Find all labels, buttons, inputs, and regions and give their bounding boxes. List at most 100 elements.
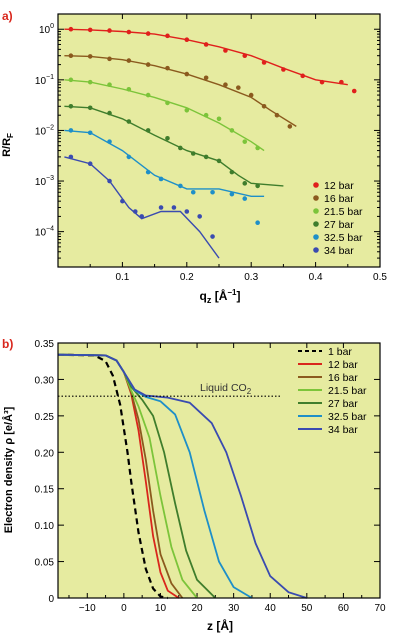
data-point-32-5-bar <box>145 169 151 175</box>
x-tick-label-b: 0 <box>121 603 127 614</box>
data-point-16-bar <box>203 75 209 81</box>
data-point-32-5-bar <box>68 128 74 133</box>
density-curve-34-bar <box>57 353 308 599</box>
data-point-32-5-bar <box>229 191 235 197</box>
data-point-21-5-bar <box>165 100 170 106</box>
y-axis-label-a: R/RF <box>1 133 15 157</box>
fit-line-34-bar <box>64 156 220 259</box>
plot-frame-b <box>57 342 381 599</box>
data-point-16-bar <box>248 92 254 98</box>
series-group-a <box>64 26 357 259</box>
data-point-12-bar <box>184 37 190 43</box>
legend-label-16-bar: 16 bar <box>328 372 358 384</box>
data-point-34-bar <box>184 209 190 214</box>
data-point-16-bar <box>107 56 112 62</box>
data-point-34-bar <box>171 205 177 210</box>
plot-area-b <box>58 343 380 598</box>
data-point-12-bar <box>339 79 344 85</box>
data-point-34-bar <box>210 234 215 239</box>
y-tick-label-b: 0.25 <box>35 412 55 423</box>
data-point-16-bar <box>126 58 132 63</box>
legend-label-12-bar: 12 bar <box>324 180 354 192</box>
fit-line-12-bar <box>64 28 348 86</box>
x-tick-label-a: 0.2 <box>180 272 194 283</box>
annotation-liquid-co2: Liquid CO2 <box>58 382 280 397</box>
data-point-12-bar <box>281 67 286 72</box>
legend-label-34-bar: 34 bar <box>328 424 358 436</box>
data-point-32-5-bar <box>178 183 183 189</box>
y-axis-label-b: Electron density ρ [e/Å³] <box>2 406 15 533</box>
data-point-16-bar <box>287 124 293 129</box>
y-tick-label-b: 0.10 <box>35 521 55 532</box>
data-point-32-5-bar <box>158 176 164 182</box>
data-point-16-bar <box>274 112 280 118</box>
y-tick-label-a: 100 <box>39 23 54 36</box>
data-point-34-bar <box>87 161 93 167</box>
y-tick-label-b: 0.35 <box>35 339 55 350</box>
legend-label-34-bar: 34 bar <box>324 245 354 257</box>
data-point-21-5-bar <box>184 107 190 113</box>
data-point-27-bar <box>190 151 196 156</box>
data-point-12-bar <box>223 48 228 53</box>
data-point-21-5-bar <box>87 79 93 85</box>
plot-area-a <box>58 14 380 267</box>
legend-label-1-bar: 1 bar <box>328 346 352 358</box>
data-point-32-5-bar <box>242 196 248 201</box>
axes-b: −10 0 10 20 30 40 50 60 70 0 0.05 0.10 0.15 0.20 0.25 0… <box>35 339 386 614</box>
legend-label-21-5-bar: 21.5 bar <box>328 385 367 397</box>
legend-label-21-5-bar: 21.5 bar <box>324 206 363 218</box>
legend-marker-34-bar <box>313 247 319 253</box>
data-point-12-bar <box>87 27 93 33</box>
data-point-32-5-bar <box>255 220 260 226</box>
y-tick-label-b: 0.15 <box>35 485 55 496</box>
legend-label-27-bar: 27 bar <box>324 219 354 231</box>
legend-marker-16-bar <box>313 195 319 201</box>
data-point-32-5-bar <box>87 130 93 136</box>
x-tick-label-a: 0.1 <box>115 272 129 283</box>
panel-label-b: b) <box>2 337 13 351</box>
data-point-12-bar <box>165 33 170 39</box>
x-tick-label-b: 60 <box>338 603 350 614</box>
x-tick-label-b: 30 <box>228 603 240 614</box>
data-point-34-bar <box>197 214 202 219</box>
data-point-34-bar <box>158 205 164 210</box>
data-point-16-bar <box>223 82 228 88</box>
legend-label-16-bar: 16 bar <box>324 193 354 205</box>
data-point-27-bar <box>203 154 209 160</box>
data-point-21-5-bar <box>145 92 151 98</box>
data-point-34-bar <box>132 209 138 214</box>
data-point-34-bar <box>107 178 112 184</box>
y-tick-label-a: 10−2 <box>35 124 54 137</box>
data-point-16-bar <box>184 71 190 77</box>
data-point-12-bar <box>242 53 248 58</box>
data-point-12-bar <box>145 31 151 36</box>
data-point-27-bar <box>87 105 93 111</box>
data-point-12-bar <box>300 73 306 79</box>
data-point-27-bar <box>178 145 183 151</box>
y-tick-label-b: 0.20 <box>35 448 55 459</box>
data-point-27-bar <box>255 183 260 189</box>
data-point-27-bar <box>242 181 248 186</box>
data-point-32-5-bar <box>210 189 215 195</box>
data-point-16-bar <box>145 62 151 67</box>
fit-line-27-bar <box>64 105 284 187</box>
data-point-21-5-bar <box>107 82 112 88</box>
y-tick-label-b: 0.05 <box>35 558 55 569</box>
data-point-34-bar <box>120 198 125 204</box>
legend-label-32-5-bar: 32.5 bar <box>328 411 367 423</box>
data-point-21-5-bar <box>68 77 74 83</box>
data-point-27-bar <box>68 103 74 109</box>
data-point-21-5-bar <box>216 116 222 122</box>
x-tick-label-a: 0.3 <box>244 272 258 283</box>
data-point-16-bar <box>87 54 93 59</box>
data-point-12-bar <box>107 28 112 33</box>
x-tick-label-b: 20 <box>191 603 203 614</box>
fit-line-32-5-bar <box>64 129 265 197</box>
x-tick-label-b: 50 <box>301 603 313 614</box>
data-point-21-5-bar <box>203 112 209 118</box>
data-point-21-5-bar <box>229 128 235 133</box>
x-tick-label-b: 70 <box>374 603 386 614</box>
fit-line-21-5-bar <box>64 79 265 152</box>
legend-marker-21-5-bar <box>313 208 319 214</box>
data-point-16-bar <box>68 53 74 58</box>
